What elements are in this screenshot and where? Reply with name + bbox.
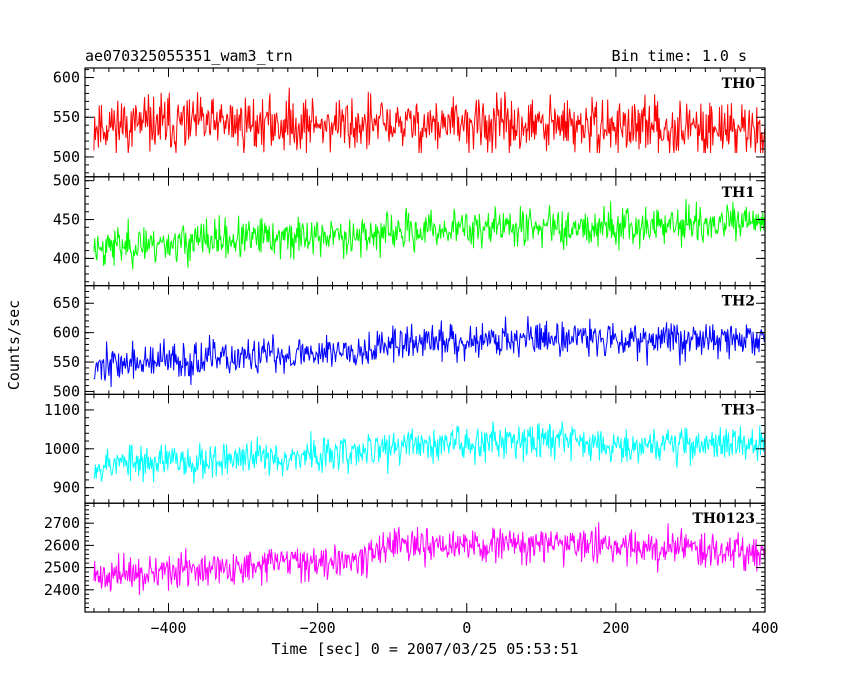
y-tick-label: 2600 bbox=[44, 536, 80, 554]
y-tick-label: 450 bbox=[53, 211, 80, 229]
panel-name-label: TH0 bbox=[722, 76, 756, 92]
x-tick-label: 200 bbox=[602, 619, 629, 637]
series-line-th1 bbox=[93, 199, 766, 270]
y-tick-label: 1100 bbox=[44, 401, 80, 419]
series-line-th3 bbox=[93, 421, 766, 484]
y-tick-label: 1000 bbox=[44, 440, 80, 458]
panel-name-label: TH3 bbox=[722, 402, 755, 418]
y-tick-label: 600 bbox=[53, 69, 80, 87]
x-axis-label: Time [sec] 0 = 2007/03/25 05:53:51 bbox=[271, 640, 578, 658]
series-line-th0 bbox=[93, 87, 766, 154]
panel-frame bbox=[84, 393, 766, 504]
panel-th0: 500 550 600 TH0 bbox=[53, 67, 766, 178]
panels-group: 500 550 600 TH0 400 450 500 TH1 500 550 600 650 TH2 9… bbox=[44, 67, 779, 637]
x-tick-label: −400 bbox=[150, 619, 186, 637]
series-line-th2 bbox=[93, 316, 766, 388]
y-tick-label: 400 bbox=[53, 249, 80, 267]
panel-name-label: TH2 bbox=[722, 294, 755, 310]
y-tick-label: 550 bbox=[53, 353, 80, 371]
panel-th1: 400 450 500 TH1 bbox=[53, 172, 766, 287]
panel-name-label: TH1 bbox=[722, 185, 755, 201]
x-tick-label: 0 bbox=[462, 619, 471, 637]
y-tick-label: 650 bbox=[53, 294, 80, 312]
y-axis-label: Counts/sec bbox=[5, 300, 23, 390]
y-tick-label: 2400 bbox=[44, 581, 80, 599]
y-tick-label: 500 bbox=[53, 148, 80, 166]
panel-frame bbox=[84, 502, 766, 613]
chart-title: ae070325055351_wam3_trn bbox=[85, 47, 293, 65]
y-tick-label: 2700 bbox=[44, 514, 80, 532]
panel-th3: 900 1000 1100 TH3 bbox=[44, 393, 766, 504]
x-tick-label: −200 bbox=[300, 619, 336, 637]
panel-name-label: TH0123 bbox=[692, 511, 755, 527]
panel-th2: 500 550 600 650 TH2 bbox=[53, 285, 766, 400]
series-line-th0123 bbox=[93, 522, 766, 595]
y-tick-label: 2500 bbox=[44, 559, 80, 577]
y-tick-label: 600 bbox=[53, 324, 80, 342]
bin-time-label: Bin time: 1.0 s bbox=[612, 47, 747, 65]
y-tick-label: 500 bbox=[53, 172, 80, 190]
panel-th0123: 2400 2500 2600 2700 TH0123 bbox=[44, 502, 766, 613]
x-tick-label: 400 bbox=[751, 619, 778, 637]
y-tick-label: 900 bbox=[53, 479, 80, 497]
y-tick-label: 500 bbox=[53, 382, 80, 400]
y-tick-label: 550 bbox=[53, 108, 80, 126]
